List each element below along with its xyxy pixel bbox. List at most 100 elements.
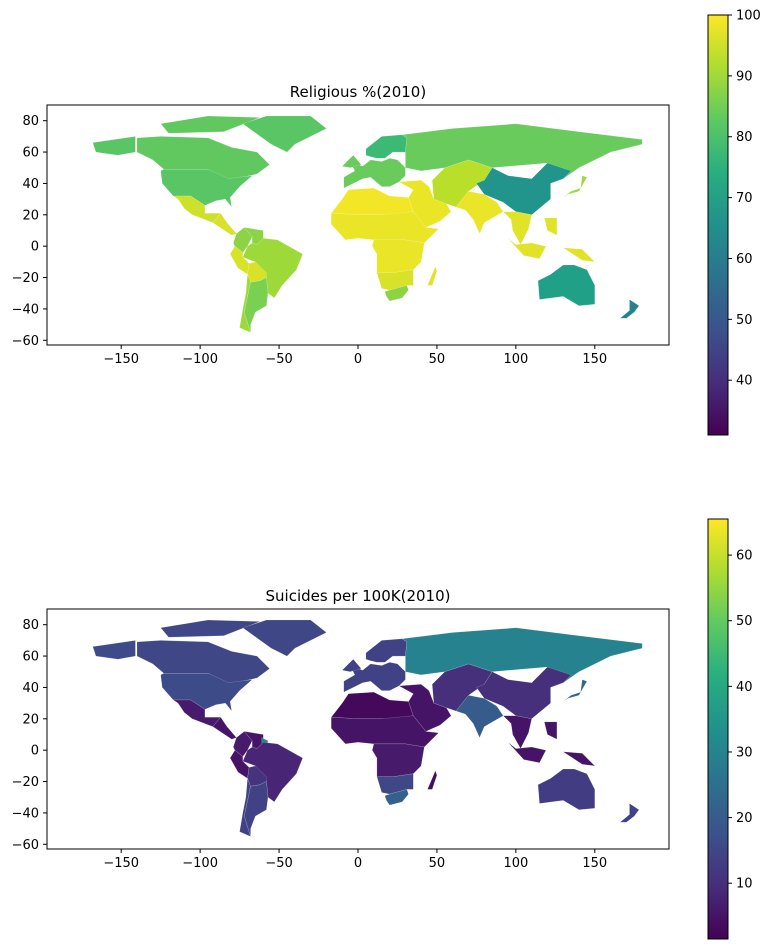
x-tick-label: −100 [182,352,218,367]
colorbar-tick-label: 60 [736,549,753,564]
region-brazil [242,238,303,299]
y-tick-label: 80 [22,618,39,633]
colorbar-tick-label: 50 [736,614,753,629]
region-usa [92,640,136,660]
y-tick-label: −40 [12,806,39,821]
region-usa [92,136,136,156]
x-tick-label: 0 [354,352,362,367]
y-tick-label: 60 [22,650,39,665]
y-tick-label: −60 [12,838,39,853]
y-tick-label: −40 [12,302,39,317]
region-russia [401,627,643,683]
y-tick-label: −60 [12,334,39,349]
y-tick-label: 40 [22,177,39,192]
region-central-africa [371,743,425,777]
region-canada [160,619,261,638]
colorbar-tick-label: 70 [736,191,753,206]
x-tick-label: −150 [103,856,139,871]
region-argentina [244,781,269,837]
region-southeast-asia [502,211,532,246]
region-peru [229,749,250,779]
y-axis: −60 −40 −20 0 20 40 60 80 [12,618,47,853]
colorbar-tick-label: 30 [736,745,753,760]
region-australia [537,768,595,811]
x-tick-label: −50 [265,352,292,367]
y-tick-label: −20 [12,271,39,286]
region-new-zealand [619,299,640,319]
region-madagascar [427,770,438,790]
x-tick-label: −100 [182,856,218,871]
colorbar-gradient [707,518,729,940]
region-greenland [242,115,327,153]
x-tick-label: 150 [582,856,607,871]
region-new-zealand [619,803,640,823]
region-middle-east [398,180,452,228]
x-tick-label: −150 [103,352,139,367]
x-tick-label: 50 [429,856,446,871]
region-middle-east [398,684,452,732]
x-tick-label: −50 [265,856,292,871]
region-northern-africa [330,187,414,215]
colorbar: 40 50 60 70 80 90 100 [707,9,761,436]
y-tick-label: 40 [22,681,39,696]
region-china [476,666,572,720]
y-tick-label: 0 [31,744,39,759]
region-greenland [242,619,327,657]
region-central-africa [371,239,425,273]
region-brazil [242,742,303,803]
region-madagascar [427,266,438,286]
colorbar-tick-label: 80 [736,130,753,145]
region-south-africa [384,285,409,302]
map-title: Suicides per 100K(2010) [266,587,451,605]
y-tick-label: 20 [22,712,39,727]
colorbar-tick-label: 20 [736,811,753,826]
region-chile [239,274,251,333]
map-title: Religious %(2010) [290,83,426,101]
region-southeast-asia [544,217,558,236]
region-colombia [233,731,253,757]
colorbar-tick-label: 50 [736,313,753,328]
region-chile [239,778,251,837]
x-axis: −150 −100 −50 0 50 100 150 [103,849,607,871]
region-peru [229,245,250,275]
region-scandinavia [365,134,408,159]
region-southern-africa [376,773,414,795]
colorbar-tick-label: 60 [736,252,753,267]
map-regions [92,115,643,333]
region-china [476,162,572,216]
y-tick-label: 20 [22,208,39,223]
region-canada [160,115,261,134]
region-japan [563,679,588,702]
colorbar-tick-label: 10 [736,877,753,892]
region-scandinavia [365,638,408,663]
region-southeast-asia [563,751,596,767]
y-tick-label: −20 [12,775,39,790]
map-regions [92,619,643,837]
region-northern-africa [330,691,414,719]
region-india [455,191,504,235]
colorbar-tick-label: 40 [736,680,753,695]
colorbar-tick-label: 40 [736,374,753,389]
region-europe [341,154,362,168]
x-tick-label: 0 [354,856,362,871]
map-panel-suicides: Suicides per 100K(2010) −150 −100 −50 0 50 10… [12,518,753,940]
region-southeast-asia [507,238,547,259]
colorbar-gradient [707,14,729,436]
y-tick-label: 0 [31,240,39,255]
x-tick-label: 50 [429,352,446,367]
region-australia [537,264,595,307]
y-tick-label: 80 [22,114,39,129]
region-southeast-asia [563,247,596,263]
region-japan [563,175,588,198]
colorbar-tick-label: 90 [736,69,753,84]
region-southeast-asia [502,715,532,750]
x-tick-label: 100 [503,856,528,871]
region-southern-africa [376,269,414,291]
y-axis: −60 −40 −20 0 20 40 60 80 [12,114,47,349]
colorbar-tick-label: 100 [736,9,761,24]
region-russia [401,123,643,179]
region-southeast-asia [544,721,558,740]
region-south-africa [384,789,409,806]
colorbar: 10 20 30 40 50 60 [707,518,753,940]
